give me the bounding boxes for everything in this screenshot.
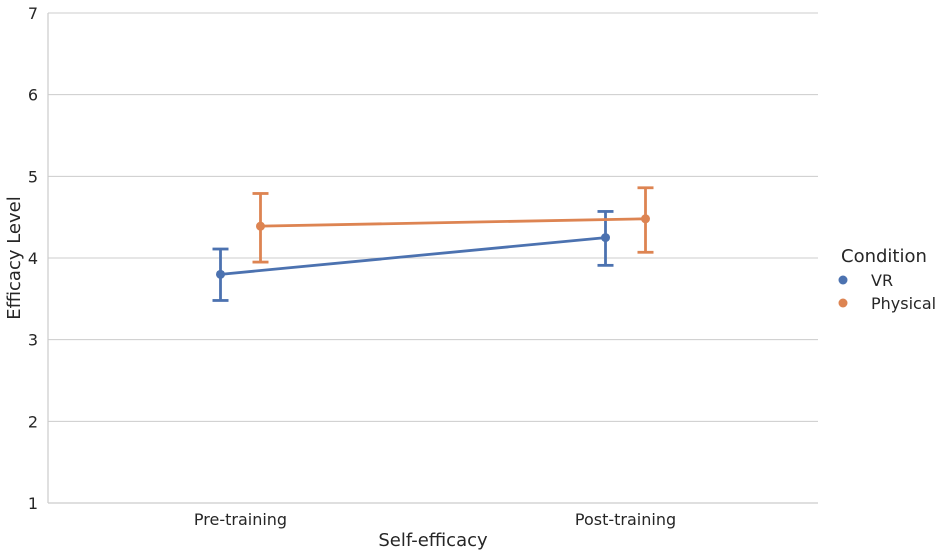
data-point <box>641 214 650 224</box>
y-tick-label: 3 <box>28 331 38 350</box>
y-tick-label: 5 <box>28 167 38 186</box>
legend-marker-vr <box>838 275 848 285</box>
data-point <box>216 269 225 279</box>
data-point <box>601 233 610 243</box>
legend-title: Condition <box>841 246 927 267</box>
x-tick-label: Post-training <box>575 510 676 529</box>
data-point <box>256 221 265 231</box>
y-tick-label: 6 <box>28 86 38 105</box>
legend-marker-physical <box>838 298 848 308</box>
legend: Condition VR Physical <box>838 246 936 313</box>
series-line <box>220 236 606 276</box>
series-physical <box>252 186 654 264</box>
axes <box>47 13 818 504</box>
legend-label-physical: Physical <box>871 294 936 313</box>
x-tick-labels: Pre-training Post-training <box>194 510 676 529</box>
y-axis-title: Efficacy Level <box>4 196 25 320</box>
series-line <box>260 217 646 228</box>
y-tick-label: 4 <box>28 249 38 268</box>
series <box>212 186 654 302</box>
y-tick-label: 2 <box>28 412 38 431</box>
y-tick-label: 7 <box>28 4 38 23</box>
series-vr <box>212 210 614 302</box>
y-tick-label: 1 <box>28 494 38 513</box>
legend-label-vr: VR <box>871 271 893 290</box>
x-tick-label: Pre-training <box>194 510 287 529</box>
gridlines <box>48 12 818 422</box>
x-axis-title: Self-efficacy <box>378 530 488 551</box>
y-tick-labels: 1 2 3 4 5 6 7 <box>28 4 38 513</box>
